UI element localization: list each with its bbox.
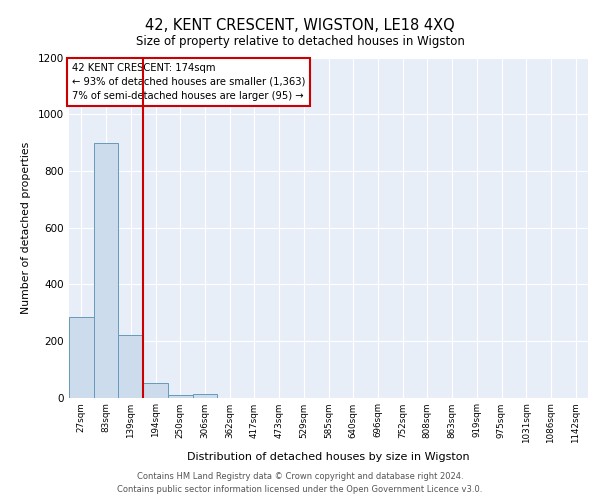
Bar [168, 394, 193, 398]
Text: 42 KENT CRESCENT: 174sqm
← 93% of detached houses are smaller (1,363)
7% of semi: 42 KENT CRESCENT: 174sqm ← 93% of detach… [71, 62, 305, 102]
Bar [143, 384, 168, 398]
Bar [69, 317, 94, 398]
Bar [118, 335, 143, 398]
Text: 42, KENT CRESCENT, WIGSTON, LE18 4XQ: 42, KENT CRESCENT, WIGSTON, LE18 4XQ [145, 18, 455, 32]
X-axis label: Distribution of detached houses by size in Wigston: Distribution of detached houses by size … [187, 452, 470, 462]
Bar [193, 394, 217, 398]
Text: Size of property relative to detached houses in Wigston: Size of property relative to detached ho… [136, 35, 464, 48]
Y-axis label: Number of detached properties: Number of detached properties [21, 142, 31, 314]
Bar [94, 142, 118, 398]
Text: Contains HM Land Registry data © Crown copyright and database right 2024.
Contai: Contains HM Land Registry data © Crown c… [118, 472, 482, 494]
